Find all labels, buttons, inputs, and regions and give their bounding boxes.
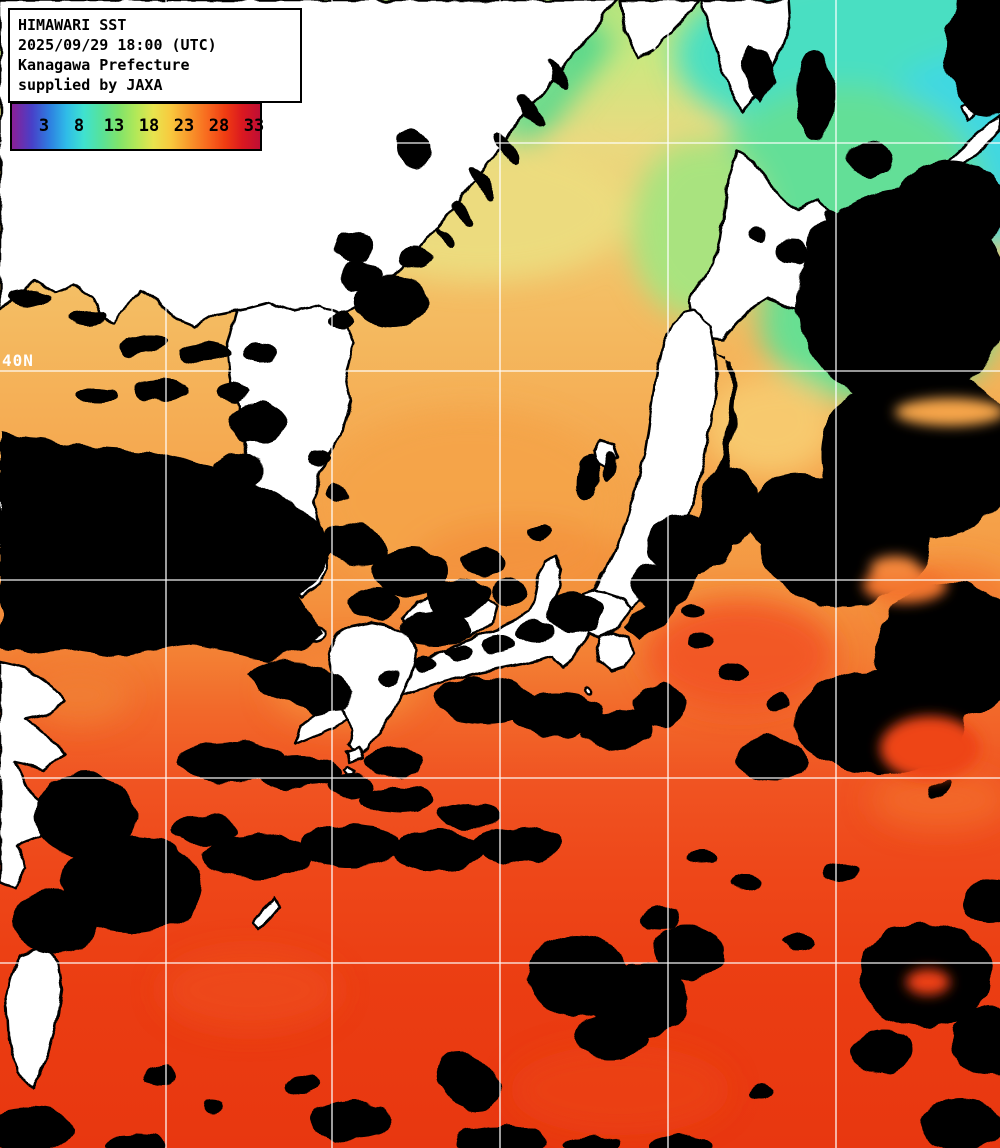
colorbar-tick: 28 bbox=[208, 116, 230, 136]
colorbar-tick: 13 bbox=[103, 116, 125, 136]
land-sakhalin-west bbox=[618, 0, 702, 60]
map-title: HIMAWARI SST bbox=[18, 16, 127, 34]
colorbar-tick: 18 bbox=[138, 116, 160, 136]
cloud-gap-water bbox=[863, 398, 1000, 995]
land-okinawa bbox=[250, 896, 282, 932]
land-taiwan bbox=[4, 946, 64, 1090]
land-china-coast bbox=[0, 660, 68, 890]
latitude-label-40n: 40N bbox=[2, 351, 34, 370]
map-credit: supplied by JAXA bbox=[18, 76, 163, 94]
colorbar-tick: 23 bbox=[173, 116, 195, 136]
land-boso bbox=[594, 631, 635, 673]
map-provider: Kanagawa Prefecture bbox=[18, 56, 190, 74]
land-izu-island bbox=[583, 685, 593, 695]
colorbar-tick: 3 bbox=[38, 116, 50, 136]
colorbar-tick: 8 bbox=[73, 116, 85, 136]
temperature-colorbar: 3 8 13 18 23 28 33 bbox=[10, 102, 265, 151]
land-tanegashima bbox=[344, 746, 364, 764]
map-datetime: 2025/09/29 18:00 (UTC) bbox=[18, 36, 217, 54]
colorbar-tick: 33 bbox=[243, 116, 265, 136]
title-box: HIMAWARI SST 2025/09/29 18:00 (UTC) Kana… bbox=[8, 8, 302, 103]
longitude-label-140e: 140E bbox=[640, 6, 659, 53]
